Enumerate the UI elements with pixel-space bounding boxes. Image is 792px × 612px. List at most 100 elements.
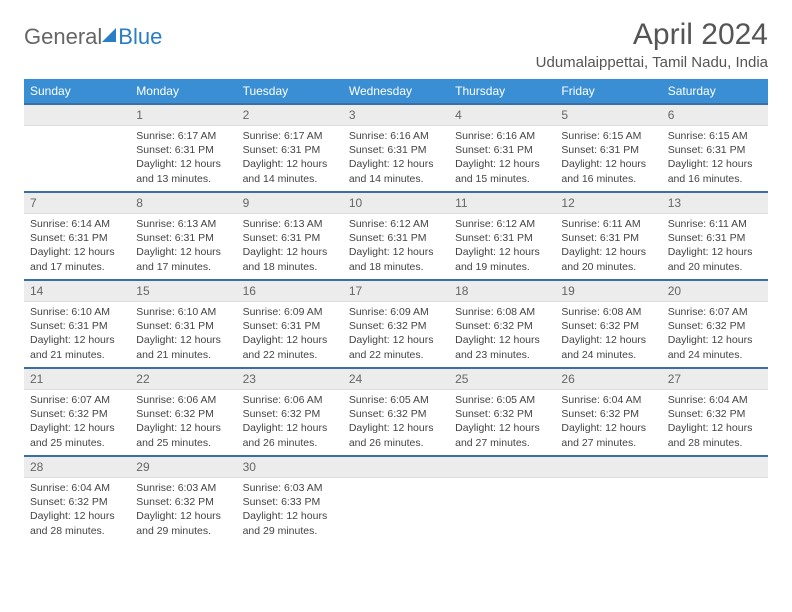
calendar-cell [24,104,130,192]
calendar-cell: 5Sunrise: 6:15 AMSunset: 6:31 PMDaylight… [555,104,661,192]
day-body: Sunrise: 6:15 AMSunset: 6:31 PMDaylight:… [662,126,768,189]
calendar-cell: 3Sunrise: 6:16 AMSunset: 6:31 PMDaylight… [343,104,449,192]
daylight-line: Daylight: 12 hours and 19 minutes. [455,245,549,273]
sunrise-line: Sunrise: 6:16 AM [455,129,549,143]
sunset-line: Sunset: 6:31 PM [136,143,230,157]
daylight-line: Daylight: 12 hours and 26 minutes. [349,421,443,449]
day-number: 28 [24,457,130,478]
sunrise-line: Sunrise: 6:17 AM [136,129,230,143]
day-number: 22 [130,369,236,390]
calendar-cell: 26Sunrise: 6:04 AMSunset: 6:32 PMDayligh… [555,368,661,456]
logo-text-1: General [24,24,102,50]
day-body: Sunrise: 6:16 AMSunset: 6:31 PMDaylight:… [343,126,449,189]
calendar-cell: 23Sunrise: 6:06 AMSunset: 6:32 PMDayligh… [237,368,343,456]
sunrise-line: Sunrise: 6:09 AM [243,305,337,319]
daylight-line: Daylight: 12 hours and 23 minutes. [455,333,549,361]
day-number: 29 [130,457,236,478]
daylight-line: Daylight: 12 hours and 18 minutes. [243,245,337,273]
day-body: Sunrise: 6:10 AMSunset: 6:31 PMDaylight:… [130,302,236,365]
day-number: 24 [343,369,449,390]
calendar-cell: 14Sunrise: 6:10 AMSunset: 6:31 PMDayligh… [24,280,130,368]
day-number: 20 [662,281,768,302]
sunset-line: Sunset: 6:32 PM [668,407,762,421]
day-number: 4 [449,105,555,126]
sunrise-line: Sunrise: 6:05 AM [349,393,443,407]
sunrise-line: Sunrise: 6:07 AM [668,305,762,319]
day-body: Sunrise: 6:03 AMSunset: 6:33 PMDaylight:… [237,478,343,541]
sunrise-line: Sunrise: 6:04 AM [561,393,655,407]
calendar-cell: 4Sunrise: 6:16 AMSunset: 6:31 PMDaylight… [449,104,555,192]
sunset-line: Sunset: 6:31 PM [243,231,337,245]
sunset-line: Sunset: 6:32 PM [561,407,655,421]
daylight-line: Daylight: 12 hours and 20 minutes. [668,245,762,273]
sunrise-line: Sunrise: 6:09 AM [349,305,443,319]
calendar-cell: 1Sunrise: 6:17 AMSunset: 6:31 PMDaylight… [130,104,236,192]
daylight-line: Daylight: 12 hours and 14 minutes. [243,157,337,185]
calendar-cell [449,456,555,544]
sunrise-line: Sunrise: 6:04 AM [668,393,762,407]
logo-triangle-icon [102,28,116,42]
sunset-line: Sunset: 6:31 PM [561,231,655,245]
day-number: 7 [24,193,130,214]
day-number-empty [343,457,449,478]
calendar-cell: 9Sunrise: 6:13 AMSunset: 6:31 PMDaylight… [237,192,343,280]
day-number-empty [449,457,555,478]
calendar-cell: 19Sunrise: 6:08 AMSunset: 6:32 PMDayligh… [555,280,661,368]
calendar-cell [343,456,449,544]
title-block: April 2024 Udumalaippettai, Tamil Nadu, … [536,18,768,71]
daylight-line: Daylight: 12 hours and 21 minutes. [136,333,230,361]
calendar-cell: 15Sunrise: 6:10 AMSunset: 6:31 PMDayligh… [130,280,236,368]
calendar-cell: 12Sunrise: 6:11 AMSunset: 6:31 PMDayligh… [555,192,661,280]
daylight-line: Daylight: 12 hours and 28 minutes. [30,509,124,537]
daylight-line: Daylight: 12 hours and 25 minutes. [30,421,124,449]
logo-text-2: Blue [118,24,162,50]
calendar-cell: 22Sunrise: 6:06 AMSunset: 6:32 PMDayligh… [130,368,236,456]
sunrise-line: Sunrise: 6:11 AM [561,217,655,231]
daylight-line: Daylight: 12 hours and 18 minutes. [349,245,443,273]
sunset-line: Sunset: 6:31 PM [349,231,443,245]
sunrise-line: Sunrise: 6:03 AM [243,481,337,495]
sunrise-line: Sunrise: 6:08 AM [561,305,655,319]
calendar-body: 1Sunrise: 6:17 AMSunset: 6:31 PMDaylight… [24,104,768,544]
day-number: 6 [662,105,768,126]
sunrise-line: Sunrise: 6:15 AM [561,129,655,143]
day-number-empty [662,457,768,478]
calendar-cell [662,456,768,544]
sunrise-line: Sunrise: 6:10 AM [30,305,124,319]
day-header: Sunday [24,79,130,104]
day-number: 8 [130,193,236,214]
day-body: Sunrise: 6:12 AMSunset: 6:31 PMDaylight:… [343,214,449,277]
day-number: 21 [24,369,130,390]
daylight-line: Daylight: 12 hours and 16 minutes. [561,157,655,185]
sunrise-line: Sunrise: 6:03 AM [136,481,230,495]
day-body: Sunrise: 6:16 AMSunset: 6:31 PMDaylight:… [449,126,555,189]
day-body: Sunrise: 6:13 AMSunset: 6:31 PMDaylight:… [237,214,343,277]
day-header: Saturday [662,79,768,104]
day-body: Sunrise: 6:17 AMSunset: 6:31 PMDaylight:… [130,126,236,189]
day-number: 26 [555,369,661,390]
daylight-line: Daylight: 12 hours and 15 minutes. [455,157,549,185]
sunset-line: Sunset: 6:31 PM [349,143,443,157]
sunset-line: Sunset: 6:32 PM [561,319,655,333]
day-number: 5 [555,105,661,126]
sunset-line: Sunset: 6:31 PM [136,319,230,333]
sunset-line: Sunset: 6:31 PM [136,231,230,245]
calendar-cell: 16Sunrise: 6:09 AMSunset: 6:31 PMDayligh… [237,280,343,368]
day-number-empty [555,457,661,478]
calendar-row: 1Sunrise: 6:17 AMSunset: 6:31 PMDaylight… [24,104,768,192]
day-body: Sunrise: 6:07 AMSunset: 6:32 PMDaylight:… [24,390,130,453]
day-body: Sunrise: 6:06 AMSunset: 6:32 PMDaylight:… [237,390,343,453]
sunset-line: Sunset: 6:31 PM [668,231,762,245]
day-body: Sunrise: 6:11 AMSunset: 6:31 PMDaylight:… [662,214,768,277]
sunrise-line: Sunrise: 6:15 AM [668,129,762,143]
daylight-line: Daylight: 12 hours and 24 minutes. [668,333,762,361]
calendar-cell: 25Sunrise: 6:05 AMSunset: 6:32 PMDayligh… [449,368,555,456]
day-body: Sunrise: 6:05 AMSunset: 6:32 PMDaylight:… [449,390,555,453]
calendar-cell: 29Sunrise: 6:03 AMSunset: 6:32 PMDayligh… [130,456,236,544]
day-number: 19 [555,281,661,302]
day-number: 9 [237,193,343,214]
day-body: Sunrise: 6:05 AMSunset: 6:32 PMDaylight:… [343,390,449,453]
sunset-line: Sunset: 6:32 PM [30,495,124,509]
sunrise-line: Sunrise: 6:14 AM [30,217,124,231]
calendar-cell: 20Sunrise: 6:07 AMSunset: 6:32 PMDayligh… [662,280,768,368]
